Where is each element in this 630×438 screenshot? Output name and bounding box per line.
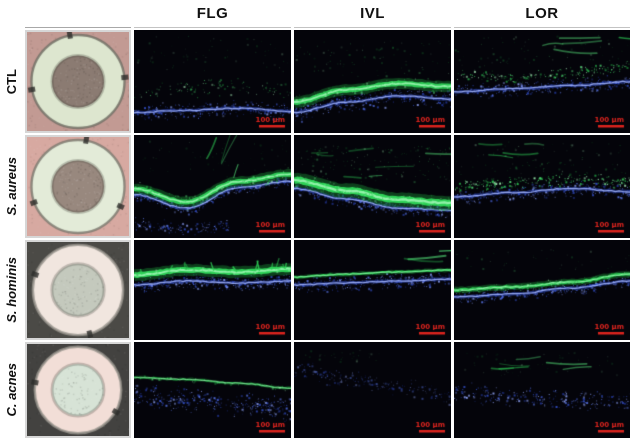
column-header-flg: FLG: [134, 0, 291, 28]
column-header-ivl-label: IVL: [360, 5, 385, 22]
insert-photo-c-acnes: [25, 342, 131, 438]
micrograph-ctl-ivl: [294, 30, 451, 133]
column-header-ivl: IVL: [294, 0, 451, 28]
micrograph-s-hominis-lor: [454, 240, 630, 340]
insert-photo-s-hominis: [25, 240, 131, 340]
row-label-s-aureus: S. aureus: [0, 135, 22, 238]
micrograph-s-aureus-ivl: [294, 135, 451, 238]
row-label-s-hominis-text: S. hominis: [3, 257, 19, 323]
micrograph-c-acnes-flg: [134, 342, 291, 438]
column-header-lor: LOR: [454, 0, 630, 28]
micrograph-s-hominis-ivl: [294, 240, 451, 340]
row-label-ctl: CTL: [0, 30, 22, 133]
row-label-s-aureus-text: S. aureus: [3, 157, 19, 216]
micrograph-ctl-lor: [454, 30, 630, 133]
header-corner-spacer: [0, 0, 22, 28]
row-label-ctl-text: CTL: [3, 68, 19, 95]
header-photo-spacer: [25, 0, 131, 28]
micrograph-s-aureus-lor: [454, 135, 630, 238]
column-header-flg-label: FLG: [196, 5, 229, 22]
micrograph-s-aureus-flg: [134, 135, 291, 238]
insert-photo-s-aureus: [25, 135, 131, 238]
row-label-c-acnes-text: C. acnes: [3, 363, 19, 417]
insert-photo-ctl: [25, 30, 131, 133]
column-header-lor-label: LOR: [525, 5, 559, 22]
micrograph-c-acnes-lor: [454, 342, 630, 438]
micrograph-ctl-flg: [134, 30, 291, 133]
row-label-c-acnes: C. acnes: [0, 342, 22, 438]
micrograph-c-acnes-ivl: [294, 342, 451, 438]
micrograph-s-hominis-flg: [134, 240, 291, 340]
row-label-s-hominis: S. hominis: [0, 240, 22, 340]
